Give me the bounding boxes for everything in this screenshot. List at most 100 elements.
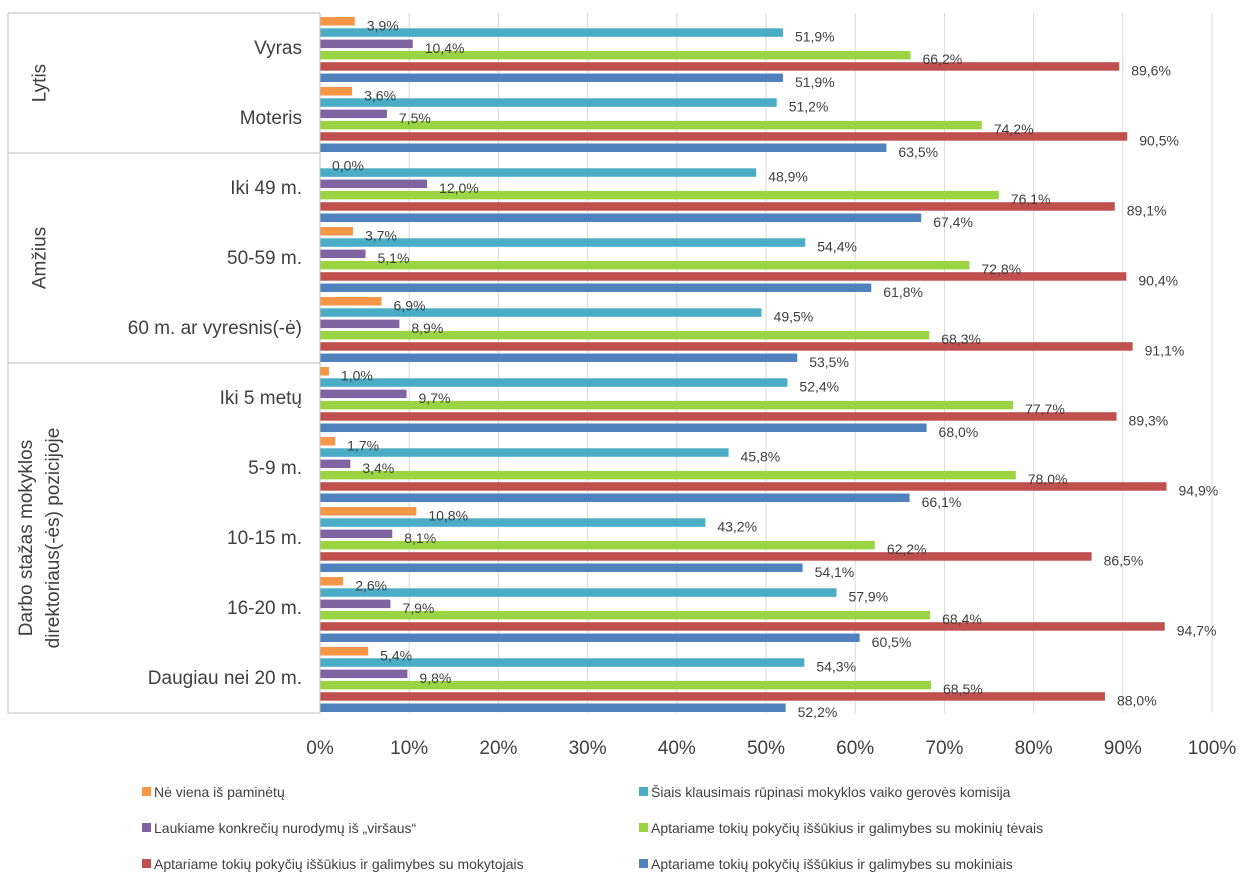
legend-item: Šiais klausimais rūpinasi mokyklos vaiko…: [639, 784, 1011, 800]
group-label: direktoriaus(-ės) pozicijoje: [43, 428, 64, 649]
bar: [320, 342, 1133, 351]
legend-item: Aptariame tokių pokyčių iššūkius ir gali…: [639, 820, 1043, 836]
data-label: 57,9%: [848, 589, 888, 605]
bar: [320, 540, 875, 550]
legend-swatch: [142, 787, 151, 796]
data-label: 45,8%: [741, 449, 781, 465]
data-label: 67,4%: [933, 214, 973, 230]
bar: [320, 599, 391, 609]
category-label: 10-15 m.: [227, 528, 302, 549]
category-label: Moteris: [240, 108, 302, 129]
bar: [320, 213, 922, 222]
x-tick-labels: 0% 10% 20% 30% 40% 50% 60% 70% 80% 90% 100%: [306, 738, 1236, 759]
x-tick-label: 0%: [306, 738, 334, 759]
bar: [320, 552, 1092, 561]
data-label: 89,6%: [1131, 62, 1171, 78]
bar: [320, 448, 729, 457]
data-label: 90,4%: [1138, 272, 1178, 288]
bar: [320, 389, 407, 399]
bar: [320, 563, 803, 572]
bar: [320, 680, 932, 690]
data-label: 3,9%: [367, 17, 399, 33]
bar: [320, 62, 1120, 71]
bar: [320, 238, 806, 247]
legend-swatch: [639, 823, 648, 832]
bar: [320, 507, 417, 516]
bar: [320, 308, 762, 317]
bar: [320, 647, 369, 656]
legend-item: Nė viena iš paminėtų: [142, 784, 285, 800]
x-tick-label: 80%: [1015, 738, 1053, 759]
data-label: 94,9%: [1179, 482, 1219, 498]
bar: [320, 482, 1167, 491]
data-label: 7,9%: [402, 600, 434, 616]
bar: [320, 353, 798, 362]
data-label: 91,1%: [1145, 342, 1185, 358]
bar: [320, 143, 887, 152]
category-label: Iki 5 metų: [220, 388, 302, 409]
legend-item: Aptariame tokių pokyčių iššūkius ir gali…: [639, 856, 1013, 872]
bar: [320, 319, 400, 329]
bar: [320, 28, 783, 37]
data-label: 8,9%: [411, 320, 443, 336]
data-label: 68,4%: [942, 611, 982, 627]
data-label: 88,0%: [1117, 692, 1157, 708]
bar: [320, 658, 805, 667]
bar: [320, 73, 783, 82]
x-tick-label: 10%: [390, 738, 428, 759]
bar: [320, 132, 1128, 141]
data-label: 2,6%: [355, 577, 387, 593]
bar: [320, 249, 366, 259]
data-label: 49,5%: [774, 309, 814, 325]
data-label: 51,9%: [795, 74, 835, 90]
bar: [320, 260, 970, 270]
data-label: 86,5%: [1104, 552, 1144, 568]
x-tick-label: 50%: [747, 738, 785, 759]
bar: [320, 378, 788, 387]
group-label: Amžius: [30, 227, 51, 289]
bar: [320, 610, 931, 620]
data-label: 0,0%: [332, 157, 364, 173]
data-label: 66,1%: [922, 494, 962, 510]
data-label: 52,4%: [799, 379, 839, 395]
group-label: Darbo stažas mokyklos: [16, 440, 37, 636]
legend-swatch: [639, 859, 648, 868]
category-label: 60 m. ar vyresnis(-ė): [128, 318, 302, 339]
legend-label: Aptariame tokių pokyčių iššūkius ir gali…: [651, 856, 1013, 872]
data-label: 12,0%: [439, 180, 479, 196]
data-label: 52,2%: [798, 704, 838, 720]
data-label: 66,2%: [923, 51, 963, 67]
bar: [320, 577, 344, 586]
data-label: 10,8%: [428, 507, 468, 523]
x-tick-label: 70%: [925, 738, 963, 759]
x-tick-label: 40%: [658, 738, 696, 759]
data-label: 94,7%: [1177, 622, 1217, 638]
category-labels: Vyras Moteris Iki 49 m. 50-59 m. 60 m. ar vy…: [128, 38, 302, 689]
bar: [320, 459, 351, 469]
data-label: 76,1%: [1011, 191, 1051, 207]
data-label: 74,2%: [994, 121, 1034, 137]
data-label: 51,2%: [789, 99, 829, 115]
bar: [320, 120, 982, 130]
data-label: 9,8%: [419, 670, 451, 686]
data-label: 8,1%: [404, 530, 436, 546]
data-label: 1,0%: [341, 367, 373, 383]
category-label: 16-20 m.: [227, 598, 302, 619]
bar: [320, 400, 1014, 410]
data-label: 5,1%: [377, 250, 409, 266]
bar: [320, 633, 860, 642]
data-label: 3,4%: [362, 460, 394, 476]
group-label: Lytis: [30, 64, 51, 102]
data-label: 7,5%: [399, 110, 431, 126]
data-label: 62,2%: [887, 541, 927, 557]
x-tick-label: 20%: [479, 738, 517, 759]
data-label: 10,4%: [425, 40, 465, 56]
bar: [320, 330, 930, 340]
group-labels: Lytis Amžius Darbo stažas mokyklos direktor…: [7, 12, 320, 714]
category-label: Iki 49 m.: [230, 178, 302, 199]
data-label: 54,1%: [815, 564, 855, 580]
bar: [320, 622, 1165, 631]
data-label: 48,9%: [768, 169, 808, 185]
bar: [320, 50, 911, 60]
x-tick-label: 90%: [1104, 738, 1142, 759]
